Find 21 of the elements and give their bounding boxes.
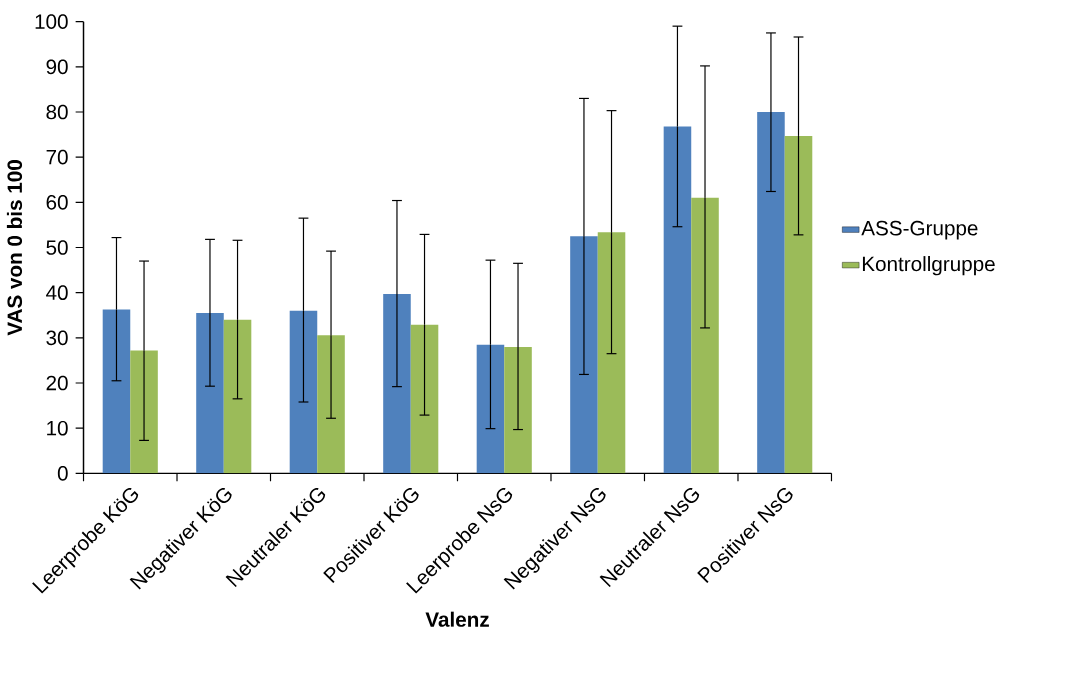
bar [691,197,719,474]
y-tick-label: 80 [46,104,68,120]
y-tick-label: 40 [46,285,68,300]
bar [784,135,813,474]
y-tick-label: 30 [46,330,68,346]
y-tick-label: 50 [46,240,68,255]
legend-label: Kontrollgruppe [862,256,995,276]
y-tick-label: 10 [47,420,68,436]
y-tick-label: 0 [57,465,68,481]
bar [663,126,692,474]
y-tick-label: 20 [46,375,68,391]
legend-label: ASS-Gruppe [861,220,978,240]
bar [196,312,224,474]
y-tick-label: 60 [46,194,68,210]
bar [102,309,131,474]
y-tick-label: 90 [46,59,68,75]
y-axis-title: VAS von 0 bis 100 [6,160,23,336]
y-tick-label: 70 [46,149,68,165]
y-tick-label: 100 [35,14,68,29]
x-axis-title: Valenz [425,611,489,627]
bar [757,111,785,474]
